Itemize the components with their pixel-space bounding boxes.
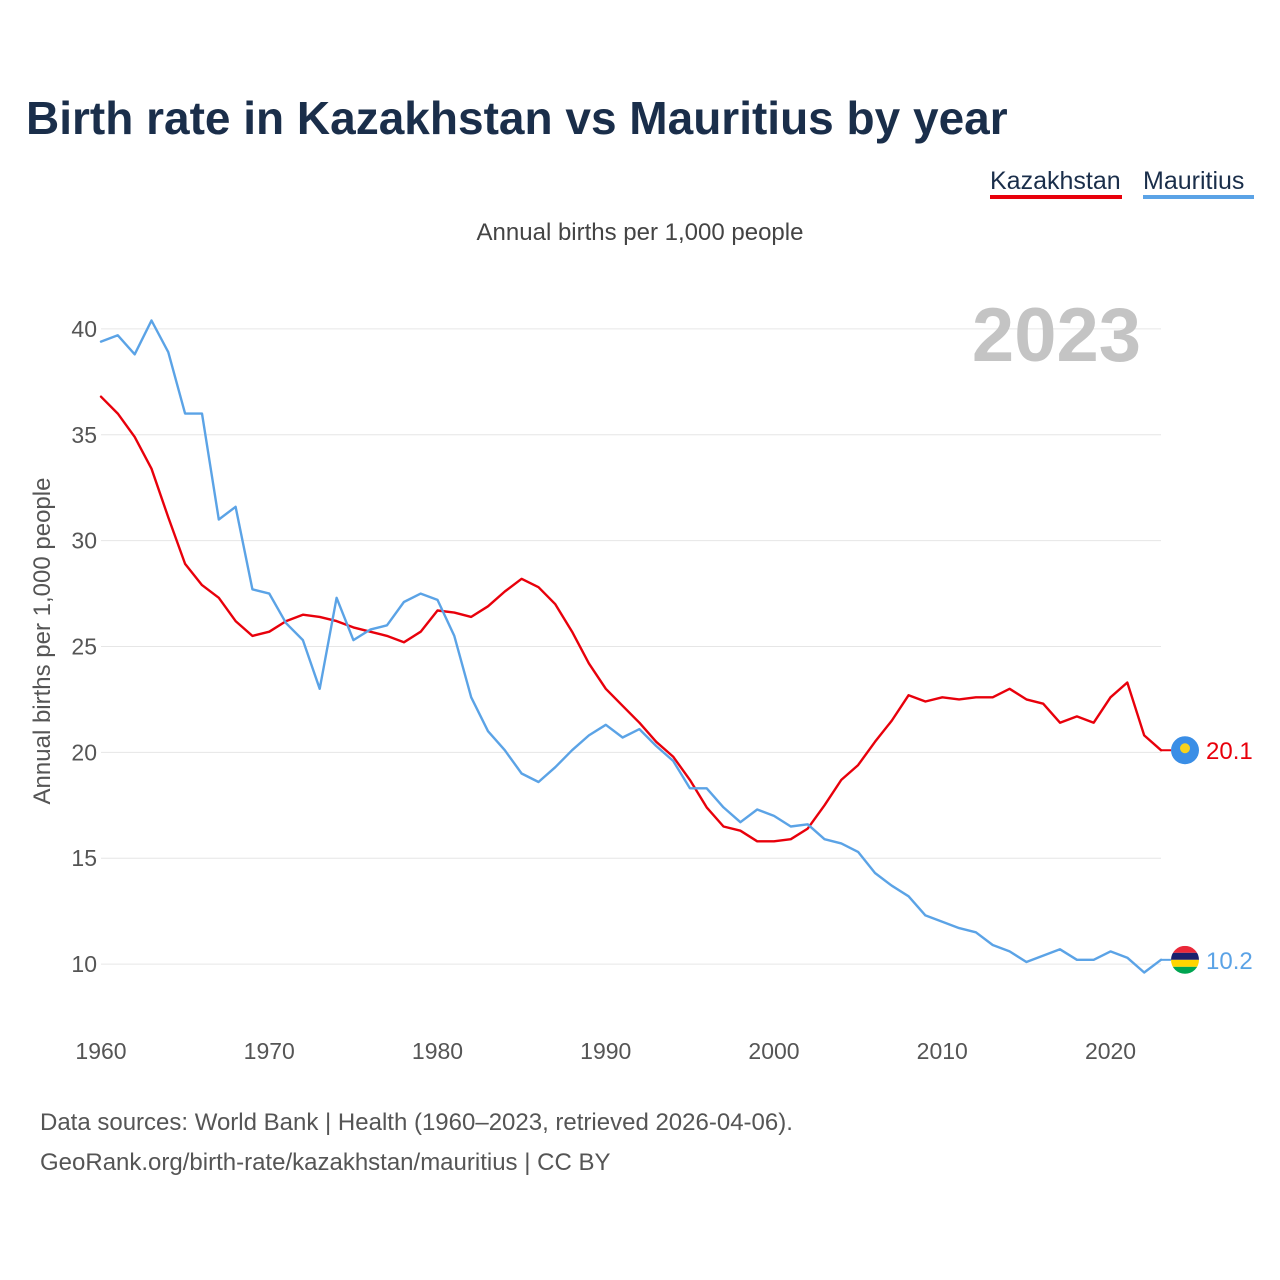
legend-item-kazakhstan[interactable]: Kazakhstan: [990, 167, 1121, 195]
y-tick-label: 10: [71, 951, 97, 977]
legend-item-mauritius[interactable]: Mauritius: [1143, 167, 1244, 195]
x-tick-label: 1980: [412, 1038, 463, 1064]
x-tick-label: 1990: [580, 1038, 631, 1064]
mauritius-end-value: 10.2: [1206, 948, 1253, 975]
y-axis-ticks: 10 15 20 25 30 35 40: [71, 316, 97, 977]
y-tick-label: 40: [71, 316, 97, 342]
y-axis-label: Annual births per 1,000 people: [29, 478, 56, 805]
y-tick-label: 20: [71, 739, 97, 765]
x-tick-label: 2010: [917, 1038, 968, 1064]
source-line-2[interactable]: GeoRank.org/birth-rate/kazakhstan/maurit…: [40, 1149, 610, 1176]
x-tick-label: 1960: [75, 1038, 126, 1064]
kazakhstan-end-value: 20.1: [1206, 738, 1253, 765]
y-tick-label: 25: [71, 634, 97, 660]
kazakhstan-flag-icon: [1171, 736, 1199, 765]
legend-swatch-kazakhstan: [990, 195, 1122, 199]
mauritius-flag-icon: [1171, 945, 1199, 974]
series-line-mauritius: [99, 319, 1163, 974]
legend: Kazakhstan Mauritius: [990, 167, 1254, 199]
y-tick-label: 15: [71, 845, 97, 871]
legend-swatch-mauritius: [1143, 195, 1254, 199]
x-tick-label: 2000: [748, 1038, 799, 1064]
source-line-1: Data sources: World Bank | Health (1960–…: [40, 1109, 793, 1136]
x-tick-label: 1970: [244, 1038, 295, 1064]
y-tick-label: 30: [71, 528, 97, 554]
year-watermark: 2023: [972, 293, 1141, 378]
chart-title: Birth rate in Kazakhstan vs Mauritius by…: [26, 92, 1008, 144]
chart-subtitle: Annual births per 1,000 people: [477, 219, 804, 246]
series-line-kazakhstan: [99, 395, 1163, 843]
y-tick-label: 35: [71, 422, 97, 448]
gridlines: [101, 328, 1161, 965]
x-axis-ticks: 1960 1970 1980 1990 2000 2010 2020: [75, 1038, 1136, 1064]
x-tick-label: 2020: [1085, 1038, 1136, 1064]
series-lines: [99, 319, 1171, 974]
